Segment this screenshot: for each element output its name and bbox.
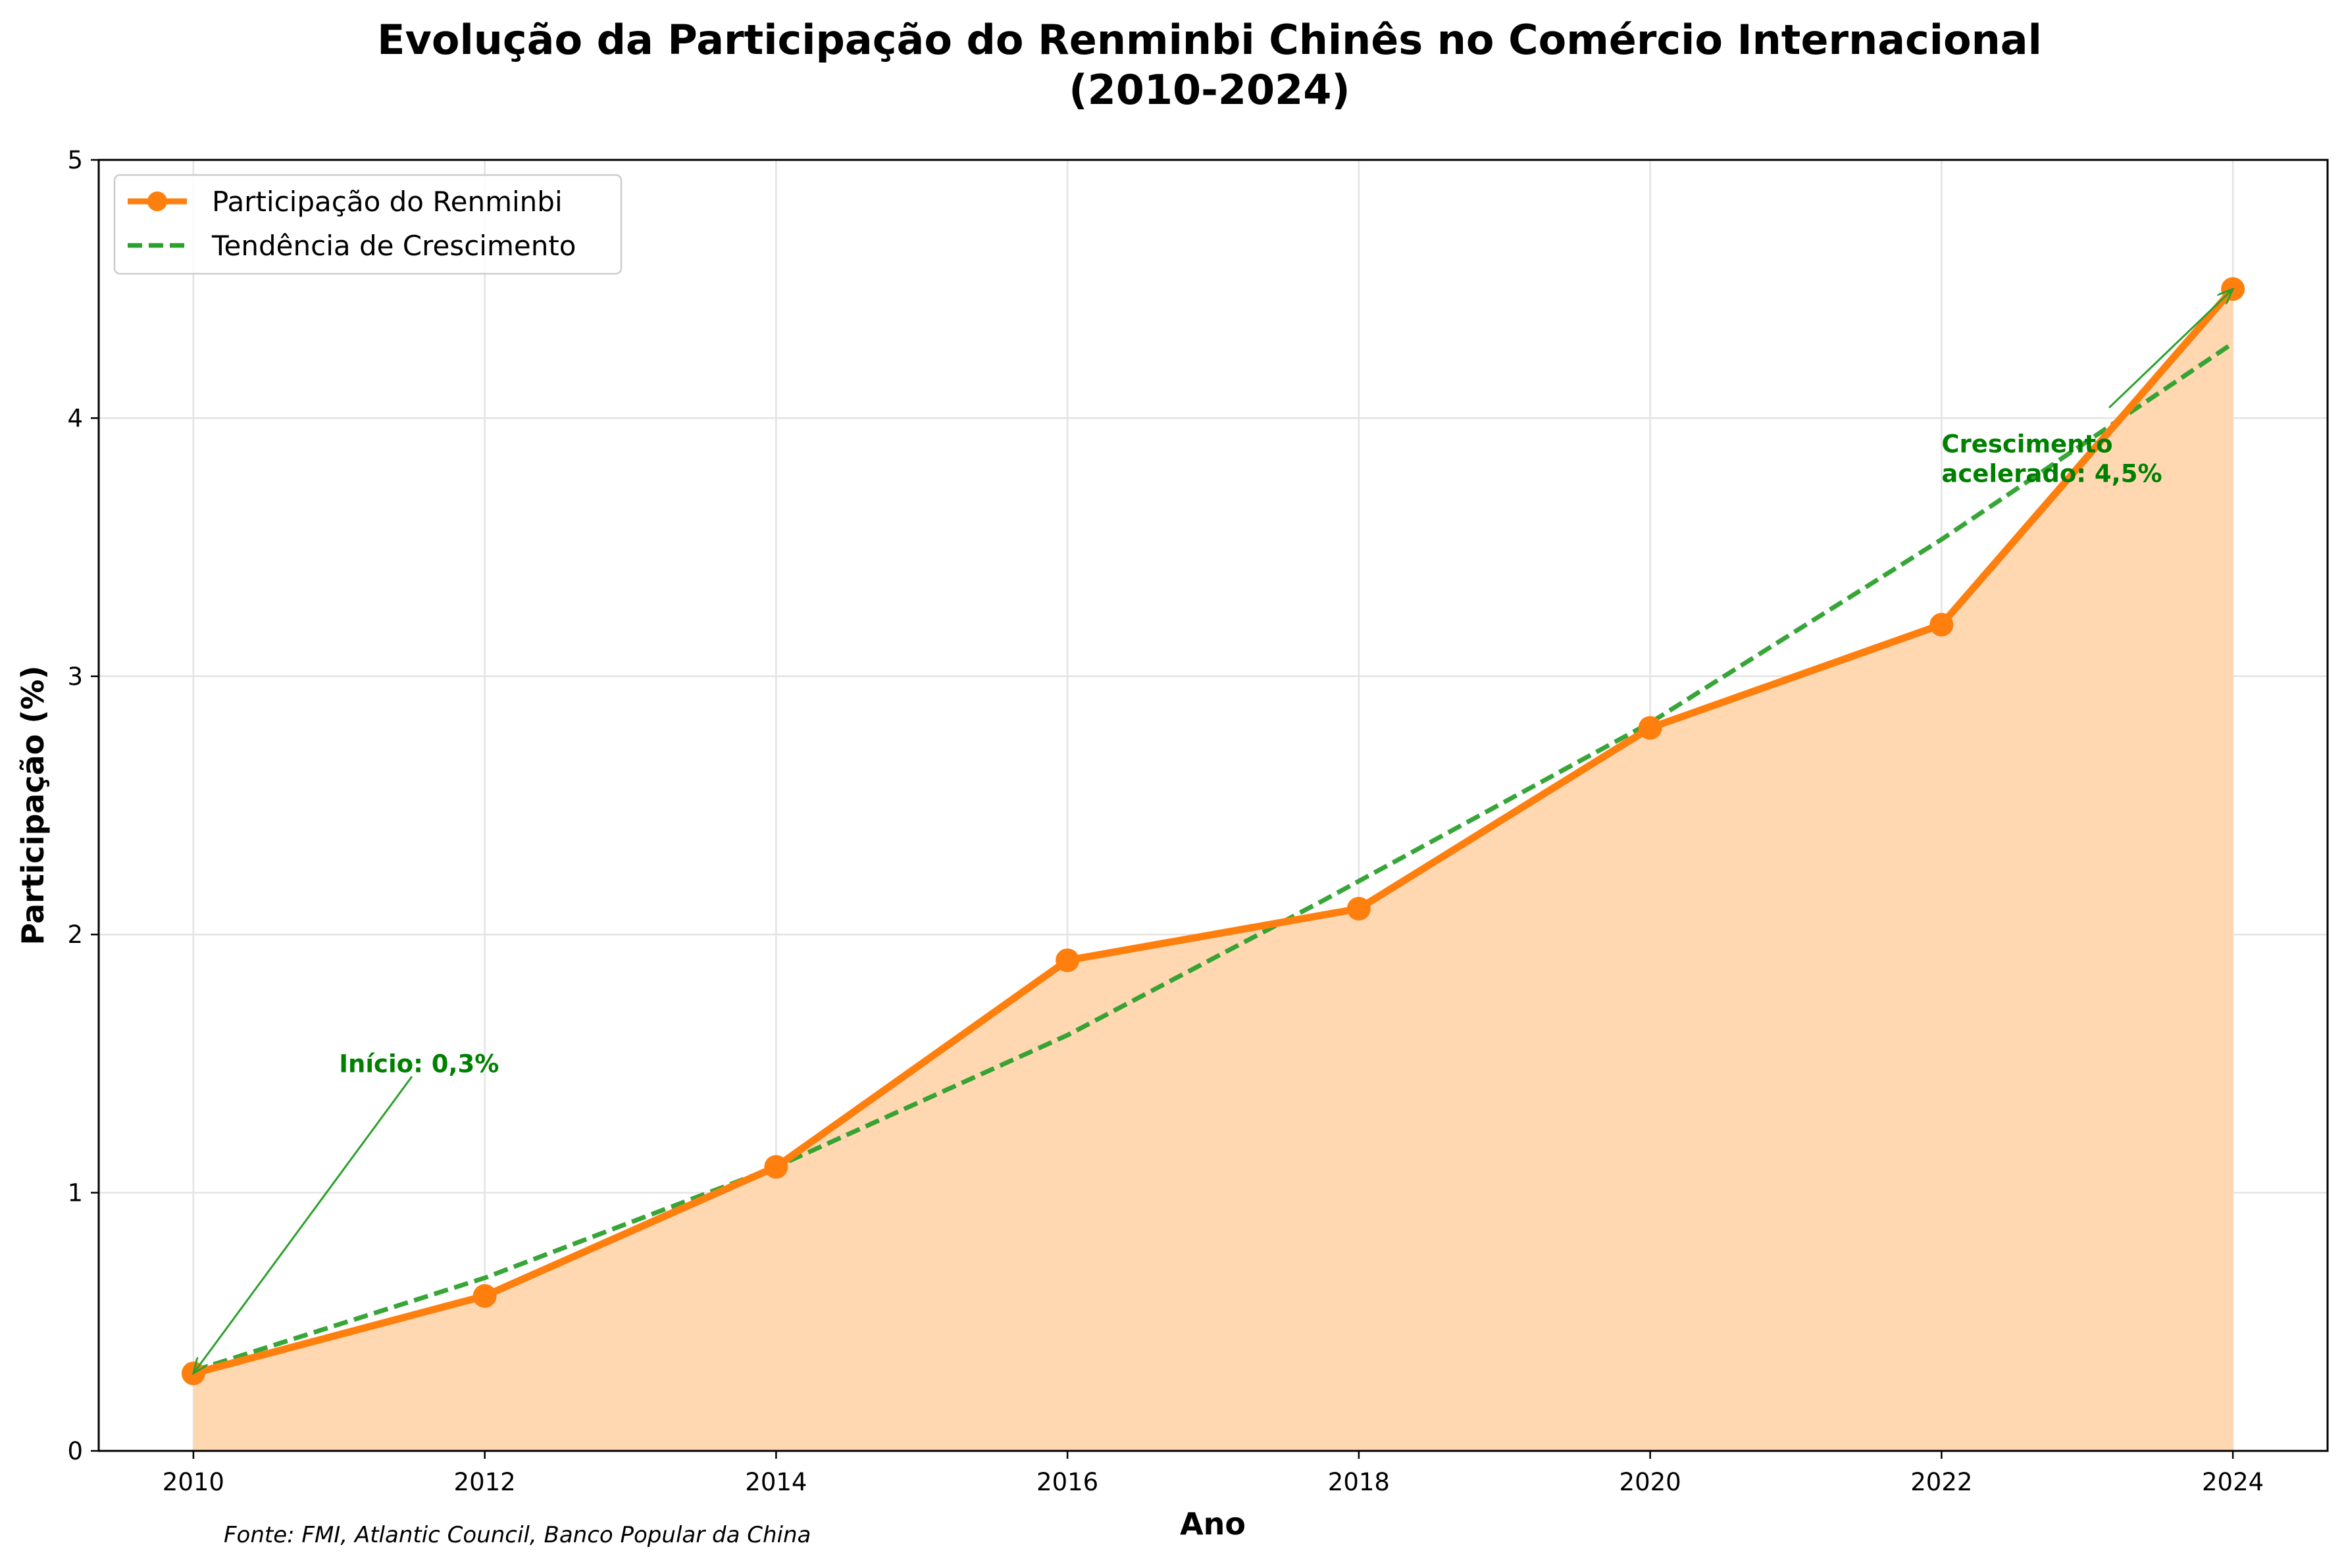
data-point-marker	[1929, 613, 1954, 637]
legend-label-renminbi: Participação do Renminbi	[212, 186, 563, 218]
data-point-marker	[472, 1284, 497, 1308]
trend-line-layer	[192, 341, 2235, 1373]
annotation-line: Crescimento	[1941, 430, 2112, 459]
data-point-marker	[764, 1155, 788, 1179]
data-point-marker	[1346, 896, 1371, 921]
legend-box	[113, 174, 623, 275]
chart-title-line2: (2010-2024)	[1069, 66, 1350, 114]
x-tick-label: 2022	[1910, 1468, 1972, 1496]
trend-line	[192, 341, 2235, 1373]
data-point-marker	[1638, 716, 1662, 740]
x-tick-label: 2024	[2202, 1468, 2264, 1496]
area-fill-renminbi	[193, 289, 2233, 1452]
x-tick-label: 2018	[1328, 1468, 1390, 1496]
annotation-growth-label: Crescimento acelerado: 4,5%	[1941, 430, 2162, 488]
series-line-layer	[190, 285, 2237, 1377]
data-point-marker	[1056, 948, 1080, 973]
y-axis-ticks: 0 1 2 3 4 5	[67, 146, 99, 1465]
x-tick-label: 2014	[745, 1468, 807, 1496]
legend: Participação do Renminbi Tendência de Cr…	[113, 174, 623, 275]
plot-frame	[97, 159, 2329, 1452]
annotation-line: acelerado: 4,5%	[1941, 460, 2162, 488]
chart-title-line1: Evolução da Participação do Renminbi Chi…	[377, 16, 2042, 64]
annotation-layer: Início: 0,3% Crescimento acelerado: 4,5%	[193, 289, 2233, 1373]
legend-label-trend: Tendência de Crescimento	[211, 230, 576, 262]
y-tick-label: 0	[67, 1437, 83, 1465]
annotation-start-label: Início: 0,3%	[339, 1050, 499, 1078]
source-note: Fonte: FMI, Atlantic Council, Banco Popu…	[224, 1522, 811, 1548]
y-tick-label: 3	[67, 663, 83, 691]
annotation-line: Início: 0,3%	[339, 1050, 499, 1078]
x-axis-label: Ano	[1180, 1506, 1246, 1542]
series-line-renminbi	[190, 285, 2237, 1377]
legend-marker-renminbi	[147, 191, 167, 211]
x-tick-label: 2012	[454, 1468, 516, 1496]
x-tick-label: 2016	[1036, 1468, 1098, 1496]
x-axis-ticks: 2010 2012 2014 2016 2018 2020 2022 2024	[163, 1451, 2264, 1496]
y-axis-label: Participação (%)	[15, 665, 51, 945]
y-tick-label: 5	[67, 146, 83, 174]
y-tick-label: 2	[67, 921, 83, 949]
annotation-arrow	[2108, 289, 2233, 409]
y-tick-label: 4	[67, 404, 83, 432]
x-tick-label: 2020	[1619, 1468, 1681, 1496]
x-tick-label: 2010	[163, 1468, 224, 1496]
annotation-arrow	[193, 1076, 413, 1373]
y-tick-label: 1	[67, 1179, 83, 1207]
area-fill-layer	[193, 289, 2233, 1452]
